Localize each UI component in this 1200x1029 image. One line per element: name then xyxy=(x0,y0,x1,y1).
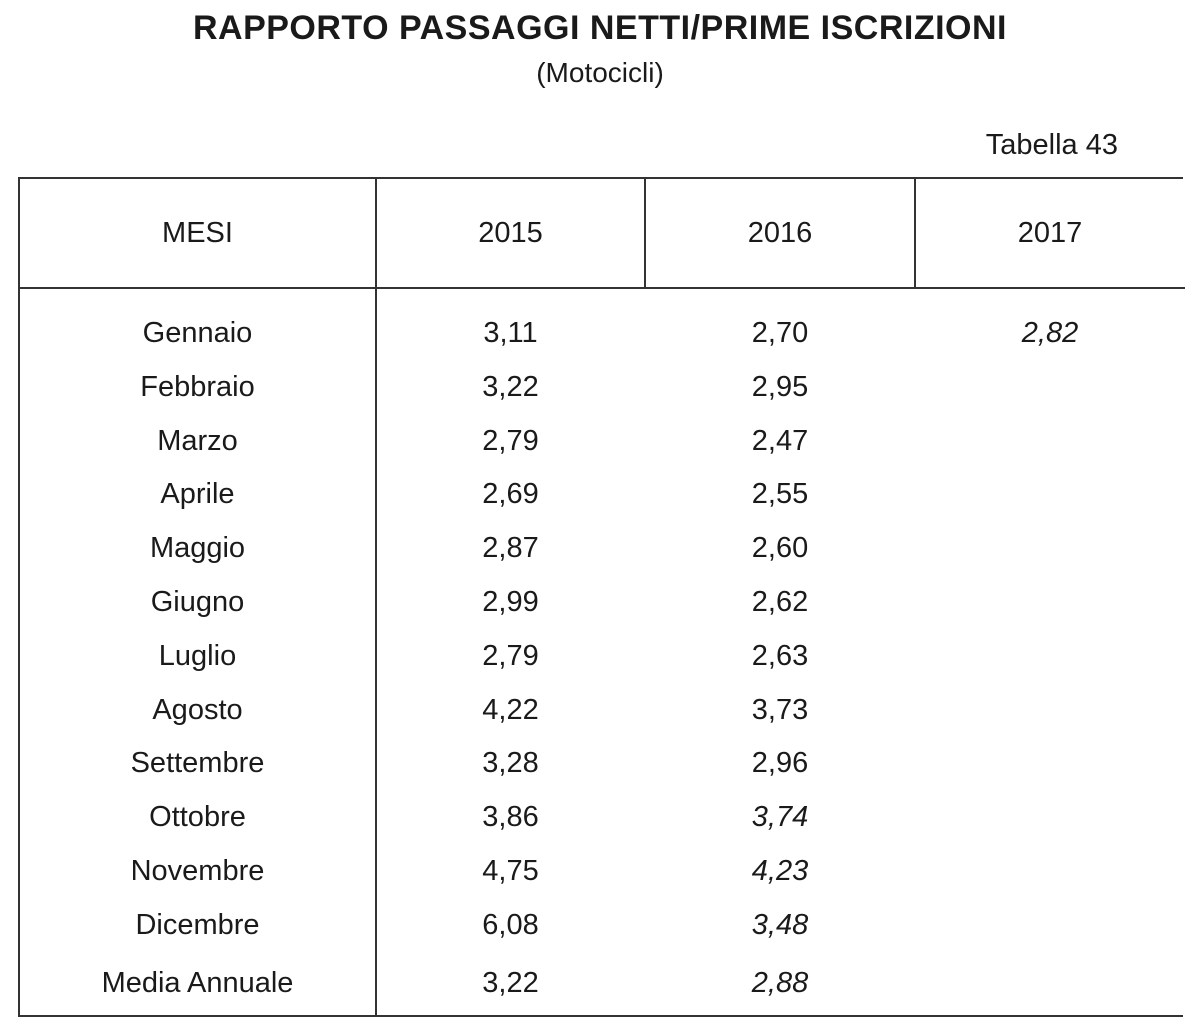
value-2015-cell: 4,22 xyxy=(482,693,539,726)
month-cell: Novembre xyxy=(130,855,265,887)
month-cell: Maggio xyxy=(149,532,246,565)
month-cell: Aprile xyxy=(160,478,235,511)
value-2016-cell: 3,74 xyxy=(751,801,809,834)
value-2015-cell: 2,79 xyxy=(482,639,539,672)
value-2016-cell: 2,70 xyxy=(751,317,809,349)
month-cell: Giugno xyxy=(150,586,245,618)
value-2016-cell: 3,73 xyxy=(751,693,809,726)
annual-average-label: Media Annuale xyxy=(101,967,294,999)
header-2017: 2017 xyxy=(1017,217,1083,249)
value-2016-cell: 2,62 xyxy=(751,586,809,618)
header-divider xyxy=(20,287,1185,289)
value-2016-cell: 2,47 xyxy=(751,424,809,457)
month-cell: Febbraio xyxy=(140,370,255,403)
header-months: MESI xyxy=(162,217,233,249)
value-2015-cell: 3,22 xyxy=(482,370,539,403)
column-divider xyxy=(914,179,916,287)
value-2015-cell: 2,79 xyxy=(482,424,539,457)
table-number: Tabella 43 xyxy=(985,129,1118,161)
header-2015: 2015 xyxy=(478,217,543,249)
value-2015-cell: 3,11 xyxy=(483,317,538,349)
annual-average-2015: 3,22 xyxy=(482,967,539,999)
value-2016-cell: 2,96 xyxy=(751,747,809,780)
page-subtitle: (Motocicli) xyxy=(536,57,664,88)
value-2015-cell: 2,99 xyxy=(482,586,539,618)
column-divider xyxy=(375,179,377,1015)
data-table: MESI 2015 2016 2017 Gennaio 3,11 2,70 2,82 F… xyxy=(18,177,1185,1017)
value-2016-cell: 2,63 xyxy=(751,639,809,672)
month-cell: Agosto xyxy=(152,693,243,726)
value-2017-cell: 2,82 xyxy=(1021,317,1079,349)
value-2016-cell: 2,55 xyxy=(751,478,809,511)
value-2015-cell: 3,86 xyxy=(482,801,539,834)
value-2015-cell: 2,87 xyxy=(482,532,539,565)
value-2016-cell: 3,48 xyxy=(751,908,809,941)
month-cell: Dicembre xyxy=(135,908,260,941)
month-cell: Settembre xyxy=(130,747,265,780)
month-cell: Luglio xyxy=(158,639,237,672)
page-title: RAPPORTO PASSAGGI NETTI/PRIME ISCRIZIONI xyxy=(192,9,1008,47)
value-2015-cell: 4,75 xyxy=(482,855,539,887)
month-cell: Ottobre xyxy=(149,801,246,834)
annual-average-2016: 2,88 xyxy=(751,967,809,999)
header-2016: 2016 xyxy=(747,217,813,249)
value-2015-cell: 3,28 xyxy=(482,747,539,780)
value-2016-cell: 2,95 xyxy=(751,370,809,403)
value-2015-cell: 2,69 xyxy=(482,478,539,511)
month-cell: Marzo xyxy=(157,424,238,457)
value-2016-cell: 2,60 xyxy=(751,532,809,565)
month-cell: Gennaio xyxy=(142,317,253,349)
value-2016-cell: 4,23 xyxy=(751,855,809,887)
column-divider xyxy=(644,179,646,287)
value-2015-cell: 6,08 xyxy=(482,908,539,941)
